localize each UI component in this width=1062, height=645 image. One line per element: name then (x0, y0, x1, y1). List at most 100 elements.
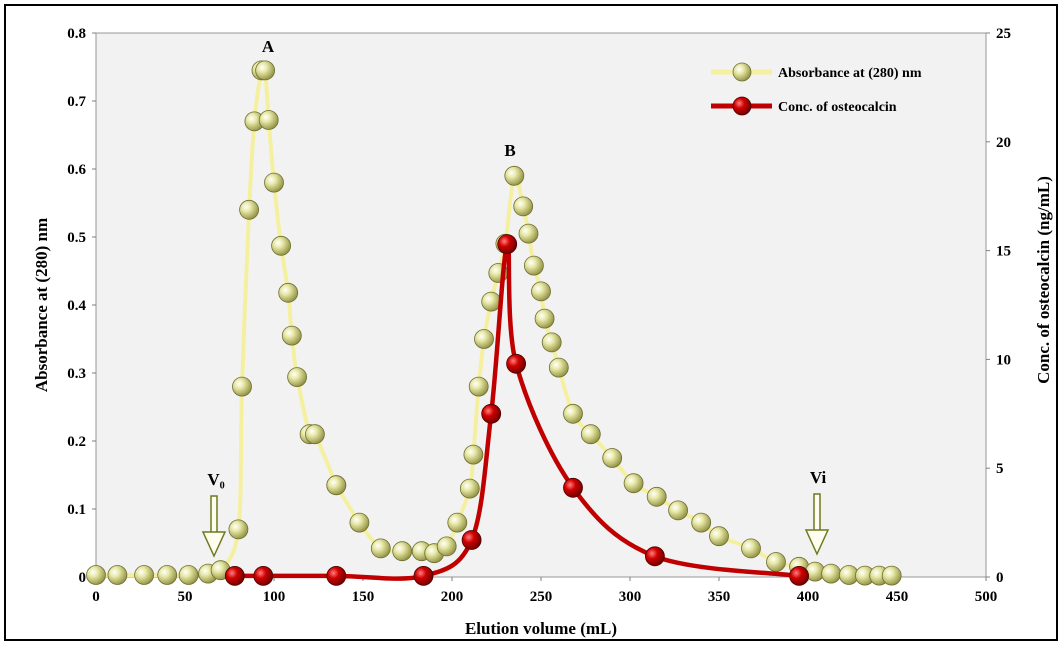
data-point-absorbance (524, 255, 544, 276)
x-tick-label: 300 (619, 589, 642, 605)
y-tick-label: 0.1 (67, 502, 86, 518)
x-tick-label: 350 (708, 589, 731, 605)
y-tick-label: 0.2 (67, 434, 86, 450)
x-tick-label: 500 (975, 589, 998, 605)
data-point-absorbance (436, 536, 457, 557)
x-axis-ticks: 0 50 100 150 200 250 300 350 400 450 500 (92, 577, 997, 605)
legend-item-absorbance: Absorbance at (280) nm (711, 62, 922, 82)
series-layer (86, 60, 902, 586)
data-point-absorbance (741, 538, 761, 559)
data-point-absorbance (463, 444, 484, 465)
data-point-osteocalcin (563, 477, 583, 498)
data-point-osteocalcin (461, 530, 482, 550)
y-tick-label: 0.4 (67, 298, 86, 314)
data-point-absorbance (287, 367, 308, 388)
data-point-absorbance (255, 60, 276, 81)
data-point-absorbance (474, 329, 494, 349)
x-tick-label: 100 (263, 589, 286, 605)
legend-label-osteocalcin: Conc. of osteocalcin (778, 100, 897, 115)
y2-tick-label: 10 (996, 352, 1011, 368)
data-point-absorbance (541, 332, 562, 353)
y-tick-label: 0.7 (67, 94, 86, 110)
y-axis-title: Absorbance at (280) nm (32, 218, 51, 392)
inclusion-volume-arrow (804, 493, 830, 556)
legend-item-osteocalcin: Conc. of osteocalcin (711, 96, 897, 116)
legend-marker-osteocalcin (732, 96, 752, 116)
data-point-absorbance (468, 376, 489, 397)
data-point-osteocalcin (413, 566, 434, 586)
data-point-absorbance (107, 565, 128, 585)
data-point-osteocalcin (481, 403, 502, 424)
x-tick-label: 150 (352, 589, 375, 605)
data-point-absorbance (646, 486, 667, 507)
data-point-absorbance (563, 403, 583, 424)
inclusion-volume-label: Vi (810, 468, 827, 487)
data-point-absorbance (459, 478, 480, 499)
data-point-absorbance (881, 565, 902, 586)
x-tick-label: 450 (886, 589, 909, 605)
data-point-absorbance (232, 376, 252, 397)
data-point-absorbance (271, 235, 292, 256)
data-point-absorbance (518, 223, 539, 244)
data-point-osteocalcin (506, 353, 526, 374)
y-axis-ticks: 0 0.1 0.2 0.3 0.4 0.5 0.6 0.7 0.8 (67, 26, 96, 586)
data-point-absorbance (264, 172, 284, 193)
data-point-osteocalcin (253, 566, 274, 586)
data-point-absorbance (281, 325, 302, 346)
void-volume-arrow (201, 495, 227, 558)
legend-label-absorbance: Absorbance at (280) nm (778, 66, 922, 81)
data-point-absorbance (534, 308, 555, 329)
y2-axis-title: Conc. of osteocalcin (ng/mL) (1034, 176, 1053, 384)
data-point-absorbance (447, 512, 468, 533)
y-tick-label: 0 (79, 570, 87, 586)
y2-tick-label: 20 (996, 135, 1011, 151)
peak-a-label: A (262, 37, 275, 56)
data-point-absorbance (134, 565, 155, 585)
data-point-osteocalcin (224, 566, 245, 586)
data-point-absorbance (504, 165, 525, 186)
x-tick-label: 50 (178, 589, 193, 605)
data-point-absorbance (668, 500, 688, 521)
y2-tick-label: 15 (996, 244, 1011, 260)
data-point-osteocalcin (789, 566, 809, 586)
data-point-absorbance (766, 552, 786, 572)
data-point-absorbance (481, 291, 502, 312)
y2-axis-ticks: 0 5 10 15 20 25 (986, 26, 1011, 586)
data-point-absorbance (178, 565, 199, 585)
legend-marker-absorbance (732, 62, 752, 82)
peak-b-label: B (504, 141, 515, 160)
y2-tick-label: 25 (996, 26, 1011, 42)
data-point-absorbance (370, 538, 391, 559)
data-point-absorbance (304, 424, 325, 445)
data-point-absorbance (86, 565, 106, 585)
data-point-absorbance (239, 199, 260, 220)
data-point-absorbance (531, 281, 551, 302)
y-tick-label: 0.8 (67, 26, 86, 42)
y-tick-label: 0.6 (67, 162, 86, 178)
x-tick-label: 200 (441, 589, 464, 605)
data-point-absorbance (548, 357, 569, 378)
legend: Absorbance at (280) nm Conc. of osteocal… (711, 62, 922, 116)
y-tick-label: 0.5 (67, 230, 86, 246)
x-axis-title: Elution volume (mL) (465, 619, 617, 638)
data-point-absorbance (278, 282, 299, 303)
data-point-absorbance (580, 424, 601, 445)
data-point-absorbance (709, 526, 729, 547)
data-point-absorbance (623, 473, 644, 494)
data-point-absorbance (513, 196, 534, 217)
y-tick-label: 0.3 (67, 366, 86, 382)
data-point-absorbance (602, 448, 623, 468)
x-tick-label: 250 (530, 589, 553, 605)
data-point-osteocalcin (645, 546, 665, 567)
data-point-absorbance (392, 541, 413, 562)
x-tick-label: 400 (797, 589, 820, 605)
data-point-absorbance (228, 519, 249, 540)
data-point-absorbance (326, 475, 347, 496)
data-point-osteocalcin (497, 234, 518, 255)
data-point-absorbance (821, 563, 841, 584)
series-osteocalcin (224, 234, 809, 586)
data-point-absorbance (157, 565, 178, 585)
data-point-absorbance (258, 110, 279, 130)
void-volume-label: V₀ (207, 470, 224, 489)
